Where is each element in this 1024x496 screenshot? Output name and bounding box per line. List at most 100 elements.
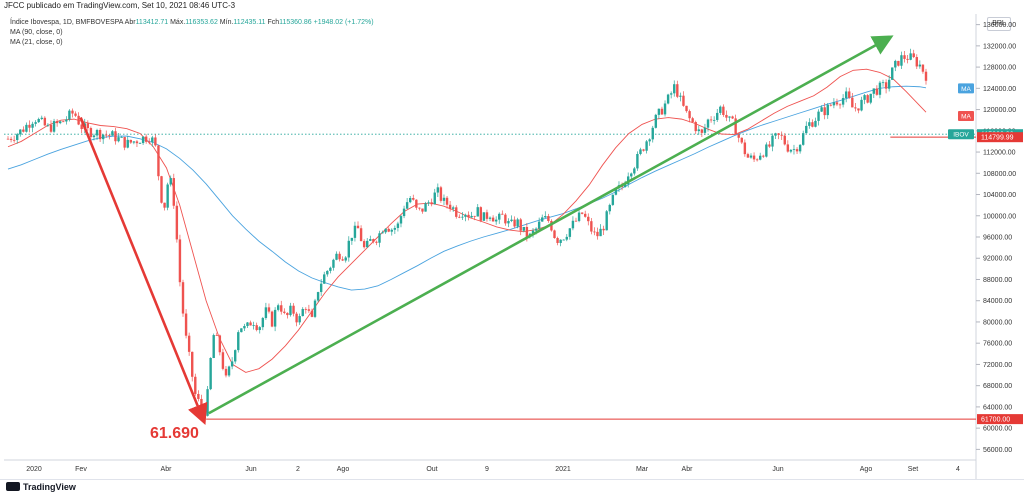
candle-body bbox=[654, 114, 658, 128]
candle-body bbox=[375, 241, 378, 243]
candle-body bbox=[28, 124, 31, 128]
candle-body bbox=[504, 214, 507, 224]
candle-body bbox=[384, 228, 387, 233]
candle-body bbox=[516, 219, 519, 227]
price-chart[interactable]: 136000.00 132000.00 128000.00 124000.00 1200… bbox=[0, 14, 1024, 479]
ma90-legend[interactable]: MA (90, close, 0) bbox=[10, 29, 63, 36]
ohlc-close-label: Fch bbox=[267, 19, 280, 26]
candle-body bbox=[765, 144, 768, 157]
candle-body bbox=[795, 149, 799, 152]
candle-body bbox=[399, 216, 403, 224]
symbol-line: Índice Ibovespa, 1D, BMFBOVESPA Abr11341… bbox=[10, 18, 374, 28]
candle-body bbox=[522, 226, 525, 231]
candle-body bbox=[264, 307, 268, 319]
candle-body bbox=[872, 88, 876, 94]
candle-body bbox=[80, 124, 83, 130]
ohlc-open-label: Abr bbox=[124, 19, 136, 26]
candle-body bbox=[402, 208, 406, 217]
candle-body bbox=[101, 134, 105, 140]
candle-body bbox=[783, 135, 786, 145]
candle-body bbox=[89, 128, 93, 138]
candle-body bbox=[611, 194, 615, 205]
y-tick-label: 76000.00 bbox=[983, 341, 1012, 348]
footer: TradingView bbox=[0, 479, 1024, 496]
candle-body bbox=[909, 53, 912, 60]
candle-body bbox=[362, 241, 366, 248]
candle-body bbox=[645, 141, 648, 151]
ma21-line bbox=[7, 68, 927, 373]
candle-body bbox=[19, 129, 22, 135]
y-tick-label: 80000.00 bbox=[983, 319, 1012, 326]
candle-body bbox=[378, 233, 381, 243]
badge-tag-label: MA bbox=[961, 113, 971, 120]
candle-body bbox=[292, 305, 295, 314]
ma21-legend[interactable]: MA (21, close, 0) bbox=[10, 39, 63, 46]
candle-body bbox=[786, 144, 790, 152]
candle-body bbox=[304, 308, 308, 310]
candle-body bbox=[111, 131, 114, 136]
candle-body bbox=[369, 239, 372, 241]
candle-body bbox=[323, 274, 326, 284]
candle-body bbox=[163, 202, 166, 208]
candle-body bbox=[203, 408, 206, 416]
candle-body bbox=[332, 259, 335, 268]
candle-body bbox=[249, 322, 252, 326]
candle-body bbox=[851, 97, 854, 108]
candle-body bbox=[669, 93, 673, 95]
symbol-name[interactable]: Índice Ibovespa, 1D, BMFBOVESPA bbox=[10, 19, 124, 26]
candle-body bbox=[126, 139, 129, 148]
candle-body bbox=[743, 142, 747, 155]
candle-body bbox=[200, 398, 203, 409]
candle-body bbox=[626, 176, 630, 185]
candle-body bbox=[485, 212, 489, 219]
candle-body bbox=[789, 149, 793, 152]
currency-button[interactable]: BRL bbox=[987, 17, 1011, 31]
candle-body bbox=[191, 351, 194, 377]
tradingview-logo[interactable]: TradingView bbox=[6, 482, 76, 492]
candle-body bbox=[261, 318, 265, 328]
candle-body bbox=[673, 84, 676, 94]
badge-tag bbox=[958, 110, 974, 121]
candle-body bbox=[553, 230, 556, 239]
candle-body bbox=[31, 123, 34, 128]
candle-body bbox=[359, 228, 363, 242]
y-tick-label: 120000.00 bbox=[983, 107, 1016, 114]
candle-body bbox=[571, 220, 575, 229]
candle-body bbox=[77, 115, 80, 125]
y-tick-label: 112000.00 bbox=[983, 150, 1016, 157]
candle-body bbox=[768, 144, 771, 147]
candle-body bbox=[65, 119, 68, 122]
candle-body bbox=[642, 149, 645, 151]
candle-body bbox=[605, 211, 608, 231]
candle-body bbox=[283, 311, 286, 313]
candle-body bbox=[218, 335, 222, 353]
candle-body bbox=[614, 188, 618, 195]
candle-body bbox=[270, 311, 274, 327]
candle-body bbox=[424, 203, 427, 212]
candle-body bbox=[227, 366, 231, 376]
candle-body bbox=[608, 204, 611, 212]
price-badge-label: 114799.99 bbox=[981, 135, 1014, 142]
tradingview-logo-icon bbox=[6, 482, 20, 491]
candle-body bbox=[390, 229, 393, 232]
candle-body bbox=[798, 144, 802, 152]
candle-body bbox=[755, 159, 759, 161]
candle-body bbox=[335, 253, 338, 260]
candle-body bbox=[405, 202, 409, 209]
candle-body bbox=[252, 325, 255, 326]
candle-body bbox=[310, 310, 314, 317]
candle-body bbox=[716, 112, 719, 120]
candle-body bbox=[105, 134, 108, 136]
candle-body bbox=[240, 328, 243, 333]
candle-body bbox=[230, 361, 234, 367]
candle-body bbox=[912, 53, 915, 58]
candle-body bbox=[393, 227, 397, 230]
candle-body bbox=[691, 118, 694, 123]
candle-body bbox=[792, 149, 796, 150]
candle-body bbox=[875, 88, 879, 95]
candle-body bbox=[491, 217, 495, 222]
candle-body bbox=[746, 154, 750, 158]
candle-body bbox=[709, 119, 713, 121]
candle-body bbox=[559, 239, 562, 243]
candle-body bbox=[897, 60, 900, 66]
